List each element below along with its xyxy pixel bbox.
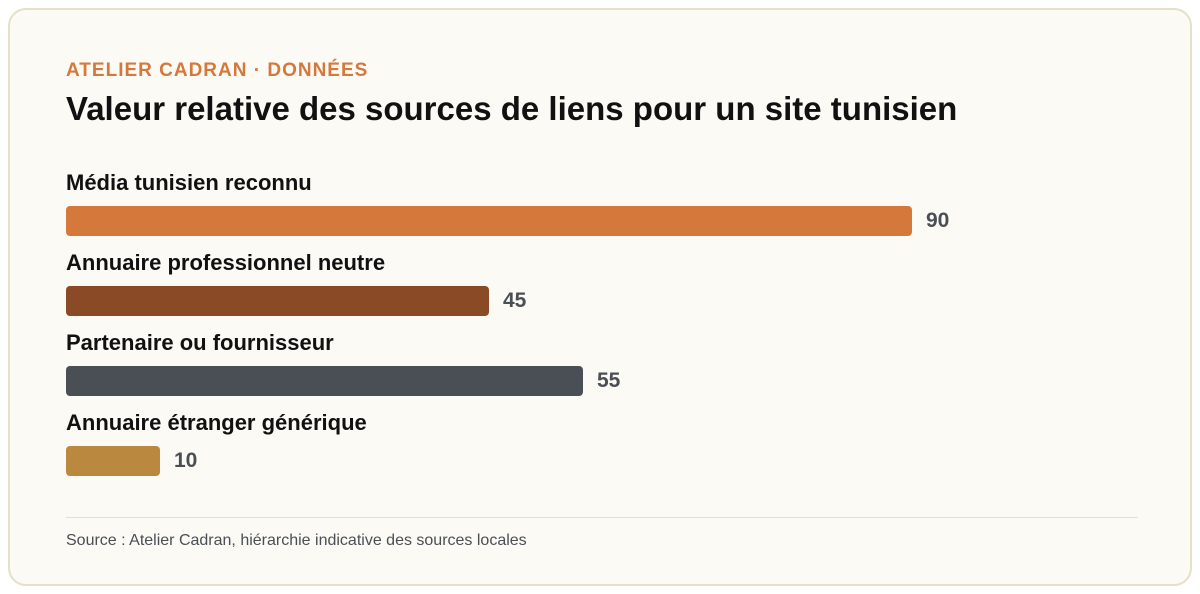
source-note: Source : Atelier Cadran, hiérarchie indi… <box>66 532 527 549</box>
bar <box>66 206 912 236</box>
bar-label: Annuaire étranger générique <box>66 410 367 435</box>
bar-value-label: 90 <box>926 209 950 232</box>
footer-divider <box>66 517 1138 518</box>
chart-card: ATELIER CADRAN · DONNÉES Valeur relative… <box>8 8 1192 586</box>
bar <box>66 286 489 316</box>
bar-label: Média tunisien reconnu <box>66 170 312 195</box>
bar <box>66 366 583 396</box>
bar-value-label: 55 <box>597 369 621 392</box>
eyebrow-label: ATELIER CADRAN · DONNÉES <box>66 60 369 81</box>
bar-chart: Média tunisien reconnu 90 Annuaire profess… <box>66 160 1138 480</box>
bar-value-label: 45 <box>503 289 527 312</box>
bar-label: Partenaire ou fournisseur <box>66 330 334 355</box>
chart-title: Valeur relative des sources de liens pou… <box>66 90 958 127</box>
bar <box>66 446 160 476</box>
bar-label: Annuaire professionnel neutre <box>66 250 386 275</box>
bar-value-label: 10 <box>174 449 198 472</box>
